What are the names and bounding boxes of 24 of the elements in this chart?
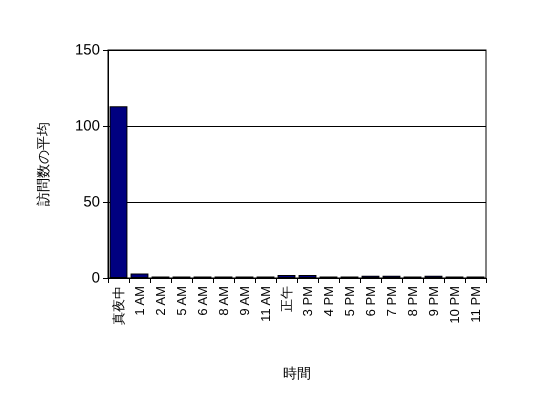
x-axis-title: 時間	[283, 365, 311, 381]
x-tick-label: 6 PM	[363, 286, 378, 316]
x-tick-label: 5 AM	[174, 286, 189, 316]
y-tick-label: 50	[83, 194, 100, 210]
x-tick-label: 11 AM	[258, 286, 273, 322]
y-tick-label: 150	[74, 42, 100, 58]
x-tick-label: 4 PM	[321, 286, 336, 316]
x-tick-label: 正午	[279, 286, 294, 312]
y-axis-title: 訪問数の平均	[35, 122, 51, 206]
x-tick-label: 9 AM	[237, 286, 252, 316]
x-tick-label: 1 AM	[132, 286, 147, 316]
x-tick-label: 真夜中	[111, 286, 126, 325]
x-tick-label: 2 AM	[153, 286, 168, 316]
x-tick-label: 8 PM	[405, 286, 420, 316]
y-tick-label: 100	[74, 118, 100, 134]
x-tick-label: 5 PM	[342, 286, 357, 316]
x-tick-label: 8 AM	[216, 286, 231, 316]
x-tick-label: 3 PM	[300, 286, 315, 316]
x-tick-label: 6 AM	[195, 286, 210, 316]
x-tick-label: 10 PM	[447, 286, 462, 324]
x-tick-label: 9 PM	[426, 286, 441, 316]
x-tick-label: 11 PM	[468, 286, 483, 323]
y-tick-label: 0	[92, 270, 100, 286]
x-tick-label: 7 PM	[384, 286, 399, 316]
